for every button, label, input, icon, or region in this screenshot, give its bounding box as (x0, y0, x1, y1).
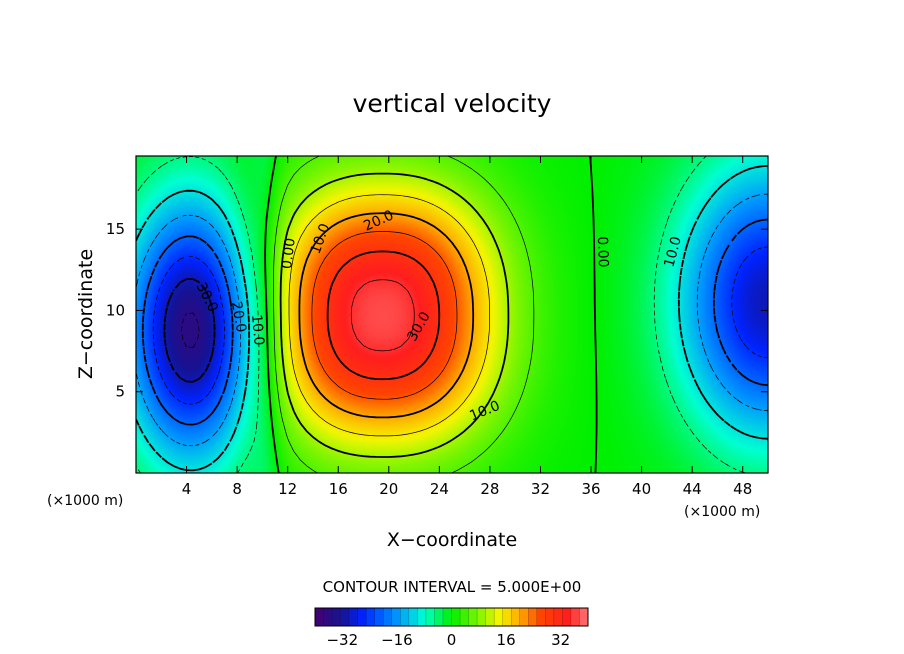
contour-interval-label: CONTOUR INTERVAL = 5.000E+00 (323, 578, 582, 596)
contour-label-8: 20.0 (228, 300, 249, 333)
contour-line-15 (288, 194, 490, 437)
contour-line-10 (279, 172, 510, 458)
colorbar-cell-2 (332, 608, 341, 626)
colorbar-cell-3 (340, 608, 350, 626)
contour-line-neg35 (181, 312, 200, 348)
y-tick-label-2: 15 (106, 220, 125, 238)
x-tick-label-4: 20 (379, 480, 398, 498)
colorbar-cell-11 (408, 608, 418, 626)
colorbar-cell-29 (562, 608, 572, 626)
colorbar-cell-14 (434, 608, 444, 626)
contour-lines (136, 156, 768, 473)
x-unit-right: (×1000 m) (684, 504, 760, 520)
x-tick-label-10: 44 (683, 480, 702, 498)
x-tick-label-0: 4 (182, 480, 192, 498)
colorbar-tick-label-1: −16 (381, 631, 413, 649)
contour-line-20 (298, 212, 475, 419)
contour-line-neg25 (152, 246, 768, 405)
colorbar-cells (315, 608, 589, 626)
x-tick-label-11: 48 (733, 480, 752, 498)
colorbar-cell-26 (536, 608, 546, 626)
x-tick-label-7: 32 (531, 480, 550, 498)
x-tick-label-9: 40 (632, 480, 651, 498)
colorbar-cell-12 (417, 608, 427, 626)
colorbar-cell-10 (400, 608, 410, 626)
colorbar-tick-label-0: −32 (326, 631, 358, 649)
colorbar-cell-19 (477, 608, 486, 626)
x-tick-label-6: 28 (480, 480, 499, 498)
x-axis: 4 8 12 16 20 24 28 32 36 40 44 48 (182, 156, 752, 498)
contour-line-5 (273, 156, 535, 473)
colorbar-cell-23 (511, 608, 521, 626)
x-tick-label-8: 36 (581, 480, 600, 498)
colorbar-cell-13 (425, 608, 435, 626)
colorbar-cell-9 (391, 608, 401, 626)
colorbar-cell-15 (442, 608, 452, 626)
colorbar-tick-label-3: 16 (497, 631, 516, 649)
colorbar-tick-label-4: 32 (551, 631, 570, 649)
colorbar-cell-24 (519, 608, 529, 626)
contour-label-0: 0.00 (279, 237, 299, 270)
y-axis-label: Z−coordinate (75, 249, 97, 379)
colorbar-cell-0 (315, 608, 324, 626)
colorbar-tick-label-2: 0 (447, 631, 457, 649)
plot-area: 0.00 10.020.030.010.00.00 10.030.020.0 10.0 (135, 155, 769, 474)
colorbar-cell-6 (366, 608, 376, 626)
x-axis-label: X−coordinate (387, 529, 517, 551)
x-unit-left: (×1000 m) (47, 493, 123, 509)
plot-frame (135, 155, 769, 474)
colorbar-cell-28 (553, 608, 563, 626)
colorbar-cell-17 (460, 608, 469, 626)
colorbar-cell-4 (349, 608, 358, 626)
colorbar: −32 −16 0 16 32 (314, 607, 589, 649)
colorbar-cell-25 (528, 608, 538, 626)
contour-label-5: 0.00 (594, 236, 611, 268)
contour-line-35 (350, 279, 415, 352)
contour-line-0 (264, 156, 598, 473)
colorbar-cell-16 (451, 608, 461, 626)
contour-line-neg30 (163, 278, 216, 383)
colorbar-cell-5 (357, 608, 367, 626)
colorbar-cell-30 (570, 608, 580, 626)
y-axis: 5 10 15 (106, 220, 768, 401)
y-tick-label-1: 10 (106, 301, 125, 319)
colorbar-cell-18 (468, 608, 478, 626)
colorbar-ticks: −32 −16 0 16 32 (326, 631, 570, 649)
contour-line-neg10 (136, 165, 768, 472)
contour-label-9: 10.0 (248, 314, 267, 346)
velocity-field-shading (136, 156, 768, 473)
contour-line-25 (311, 231, 458, 400)
colorbar-cell-31 (579, 608, 589, 626)
colorbar-cell-8 (383, 608, 393, 626)
x-tick-label-3: 16 (329, 480, 348, 498)
colorbar-cell-22 (502, 608, 512, 626)
colorbar-cell-27 (545, 608, 555, 626)
contour-line-neg20 (141, 218, 768, 426)
chart-title: vertical velocity (353, 89, 552, 118)
x-tick-label-5: 24 (430, 480, 449, 498)
colorbar-cell-1 (323, 608, 333, 626)
x-tick-label-1: 8 (232, 480, 242, 498)
y-tick-label-0: 5 (115, 383, 125, 401)
colorbar-frame (314, 607, 589, 627)
x-tick-label-2: 12 (278, 480, 297, 498)
contour-line-neg5 (136, 156, 746, 473)
colorbar-cell-21 (494, 608, 503, 626)
contour-label-6: 10.0 (661, 235, 685, 269)
colorbar-cell-7 (374, 608, 384, 626)
colorbar-cell-20 (485, 608, 495, 626)
contour-line-30 (326, 250, 441, 381)
